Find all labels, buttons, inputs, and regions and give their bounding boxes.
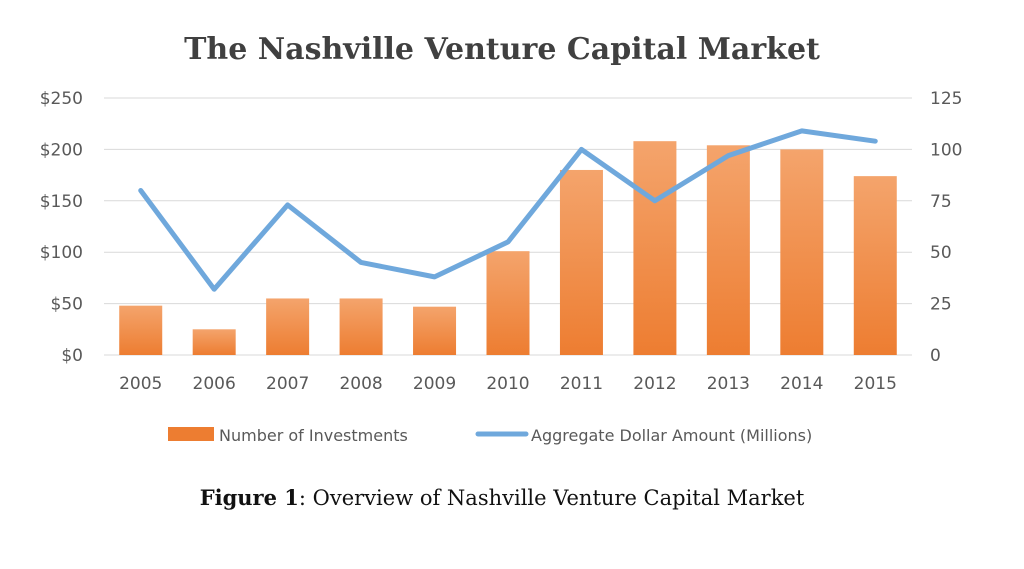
bar bbox=[413, 306, 457, 355]
bar bbox=[706, 145, 750, 355]
legend-label-bar: Number of Investments bbox=[219, 426, 408, 445]
x-tick-label: 2014 bbox=[780, 374, 823, 394]
x-axis-ticks: 2005 2006 2007 2008 2009 2010 2011 2012 2013 2014… bbox=[119, 374, 897, 394]
left-axis-ticks: $0 $50 $100 $150 $200 $250 bbox=[40, 89, 83, 366]
right-tick-label: 50 bbox=[930, 243, 952, 263]
left-tick-label: $100 bbox=[40, 243, 83, 263]
left-tick-label: $0 bbox=[61, 346, 83, 366]
x-tick-label: 2007 bbox=[266, 374, 309, 394]
left-tick-label: $250 bbox=[40, 89, 83, 109]
right-axis-ticks: 0 25 50 75 100 125 bbox=[930, 89, 962, 366]
right-tick-label: 125 bbox=[930, 89, 962, 109]
left-tick-label: $50 bbox=[51, 295, 83, 315]
right-tick-label: 0 bbox=[930, 346, 941, 366]
caption-text: : Overview of Nashville Venture Capital … bbox=[299, 486, 805, 510]
x-tick-label: 2015 bbox=[854, 374, 897, 394]
legend-label-line: Aggregate Dollar Amount (Millions) bbox=[531, 426, 812, 445]
bar bbox=[339, 298, 383, 355]
bar bbox=[486, 251, 530, 355]
right-tick-label: 25 bbox=[930, 295, 952, 315]
right-tick-label: 100 bbox=[930, 140, 962, 160]
legend: Number of Investments Aggregate Dollar A… bbox=[168, 426, 812, 445]
line-aggregate-dollar bbox=[138, 128, 878, 292]
bar bbox=[780, 149, 824, 355]
right-tick-label: 75 bbox=[930, 192, 952, 212]
bar bbox=[633, 141, 677, 355]
chart-title: The Nashville Venture Capital Market bbox=[184, 32, 820, 67]
bar bbox=[559, 169, 603, 355]
legend-swatch-bar bbox=[168, 427, 214, 441]
x-tick-label: 2006 bbox=[193, 374, 236, 394]
caption-label: Figure 1 bbox=[200, 485, 299, 510]
bar bbox=[266, 298, 310, 355]
left-tick-label: $150 bbox=[40, 192, 83, 212]
x-tick-label: 2005 bbox=[119, 374, 162, 394]
x-tick-label: 2013 bbox=[707, 374, 750, 394]
bar-series bbox=[119, 141, 897, 355]
x-tick-label: 2009 bbox=[413, 374, 456, 394]
bar bbox=[192, 329, 236, 355]
left-tick-label: $200 bbox=[40, 140, 83, 160]
bar bbox=[119, 305, 163, 355]
x-tick-label: 2011 bbox=[560, 374, 603, 394]
x-tick-label: 2008 bbox=[339, 374, 382, 394]
bar bbox=[853, 176, 897, 355]
x-tick-label: 2010 bbox=[486, 374, 529, 394]
figure-caption: Figure 1: Overview of Nashville Venture … bbox=[200, 485, 805, 510]
x-tick-label: 2012 bbox=[633, 374, 676, 394]
line-series bbox=[138, 128, 878, 292]
